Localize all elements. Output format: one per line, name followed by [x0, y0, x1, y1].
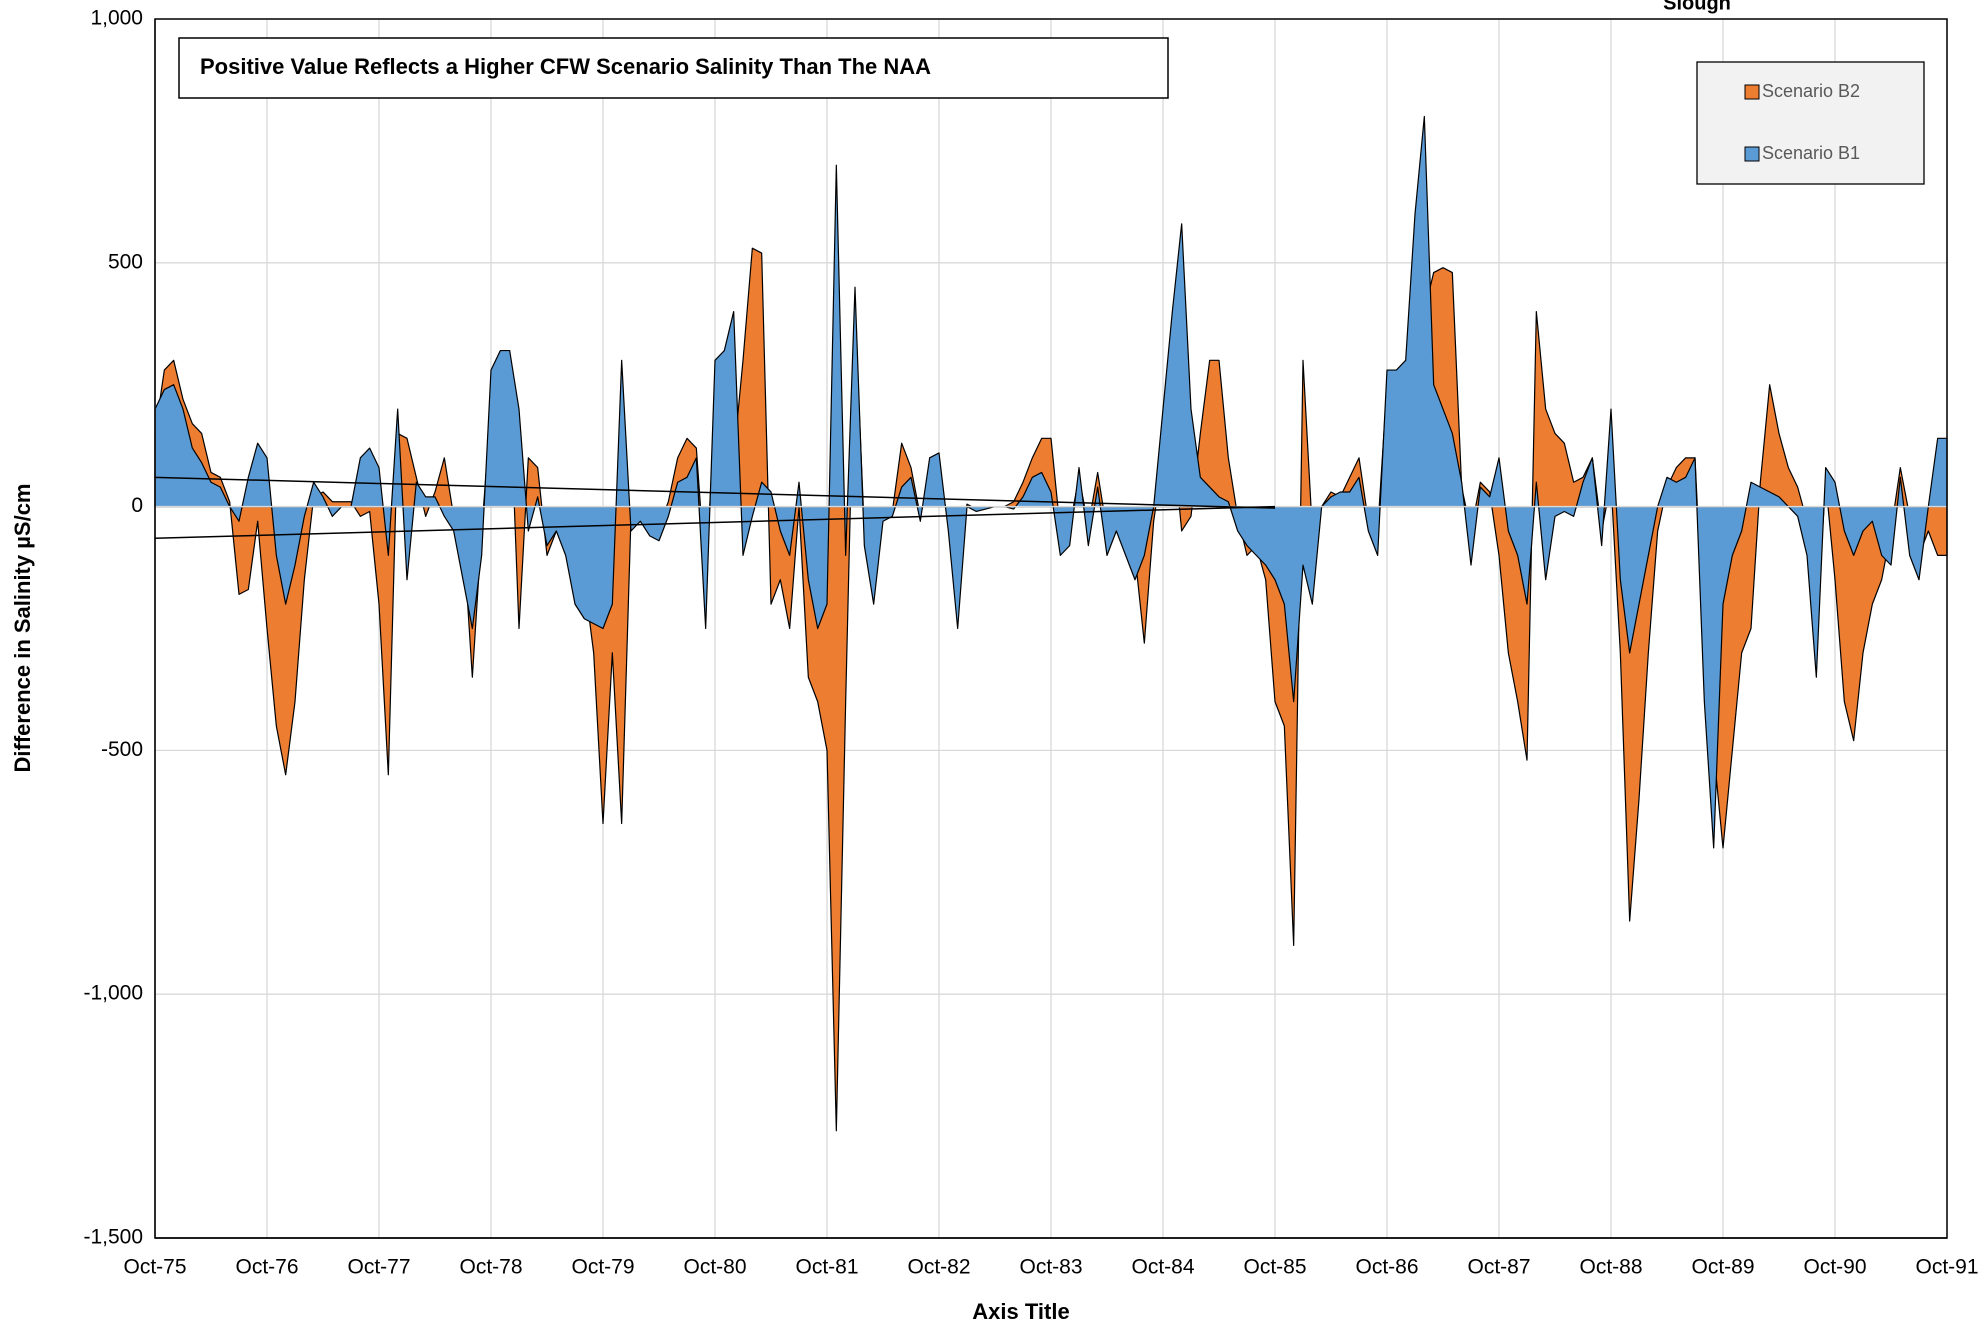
x-tick-label: Oct-83: [1019, 1256, 1082, 1279]
x-tick-label: Oct-89: [1691, 1256, 1754, 1279]
x-tick-label: Oct-87: [1467, 1256, 1530, 1279]
y-tick-label: -1,500: [83, 1226, 143, 1249]
trendline: [154, 505, 1276, 540]
y-tick-label: -1,000: [83, 982, 143, 1005]
x-tick-label: Oct-86: [1355, 1256, 1418, 1279]
area: [154, 247, 1948, 1132]
x-tick-label: Oct-88: [1579, 1256, 1642, 1279]
legend-swatch: [1744, 84, 1760, 100]
y-tick-label: -500: [101, 738, 143, 761]
legend-label: Scenario B1: [1762, 143, 1860, 163]
x-tick-label: Oct-75: [123, 1256, 186, 1279]
x-tick-label: Oct-90: [1803, 1256, 1866, 1279]
x-tick-label: Oct-91: [1915, 1256, 1978, 1279]
x-tick-label: Oct-78: [459, 1256, 522, 1279]
legend-label: Scenario B2: [1762, 81, 1860, 101]
legend-box: [1696, 61, 1925, 185]
y-tick-label: 500: [108, 250, 143, 273]
annotation: Positive Value Reflects a Higher CFW Sce…: [200, 54, 931, 79]
x-axis-title: Axis Title: [972, 1299, 1069, 1324]
area: [154, 115, 1948, 849]
plot-border: [154, 18, 1948, 1239]
trendline: [154, 476, 1276, 509]
x-tick-label: Oct-84: [1131, 1256, 1194, 1279]
legend-swatch: [1744, 146, 1760, 162]
x-tick-label: Oct-81: [795, 1256, 858, 1279]
x-tick-label: Oct-77: [347, 1256, 410, 1279]
x-tick-label: Oct-82: [907, 1256, 970, 1279]
y-tick-label: 1,000: [90, 7, 143, 30]
chart-title: Slough: [1663, 0, 1731, 14]
x-tick-label: Oct-85: [1243, 1256, 1306, 1279]
x-tick-label: Oct-80: [683, 1256, 746, 1279]
x-tick-label: Oct-79: [571, 1256, 634, 1279]
y-axis-title: Difference in Salinity µS/cm: [10, 484, 35, 773]
annotation-box: [178, 37, 1169, 99]
x-tick-label: Oct-76: [235, 1256, 298, 1279]
y-tick-label: 0: [131, 494, 143, 517]
